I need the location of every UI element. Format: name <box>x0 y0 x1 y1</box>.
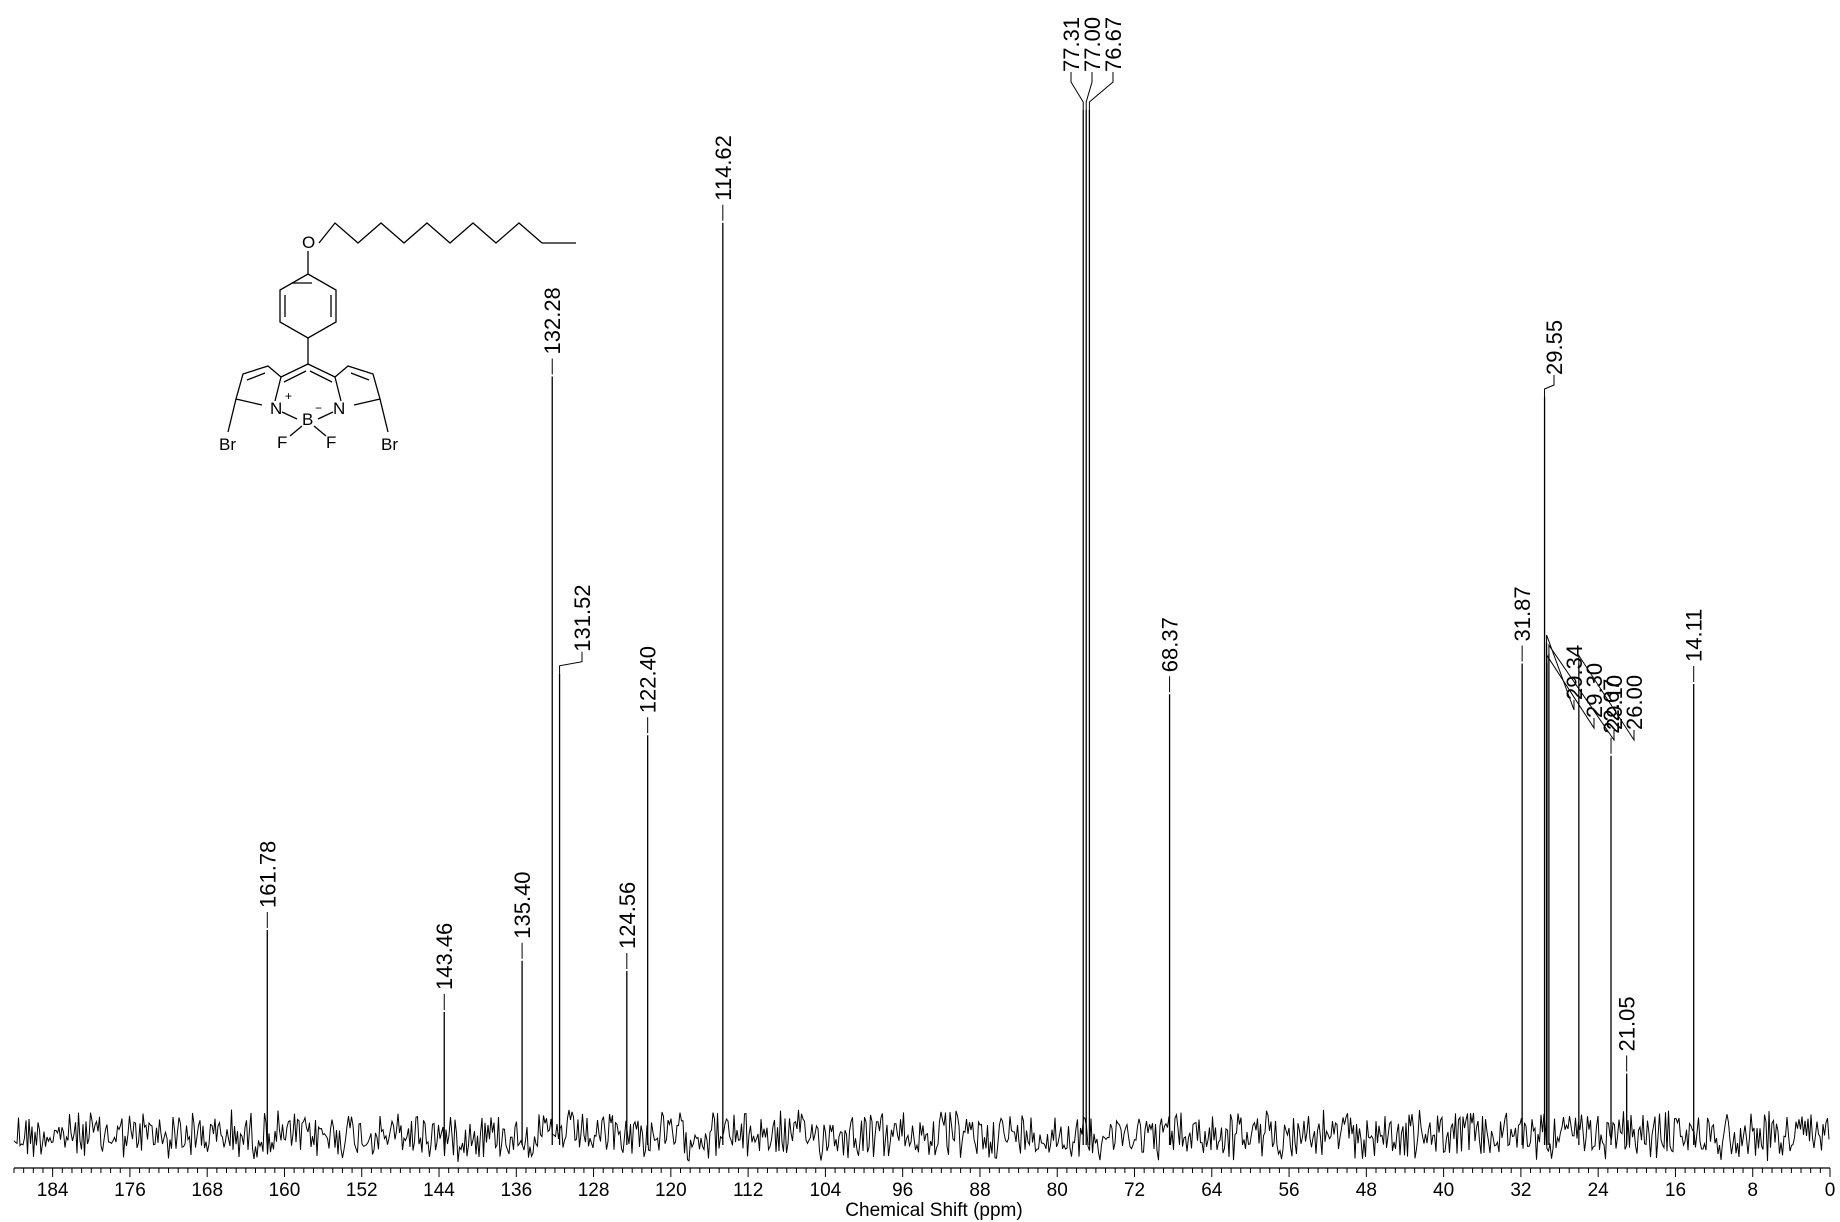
meso-right-bond <box>307 363 336 378</box>
x-axis-title: Chemical Shift (ppm) <box>845 1200 1022 1221</box>
x-tick-label: 184 <box>37 1180 69 1201</box>
x-tick-label: 88 <box>969 1180 990 1201</box>
peak-label: 29.34 <box>1562 645 1587 700</box>
baseline-noise <box>13 1109 1830 1162</box>
right-br-bond <box>379 398 389 433</box>
right-n-b-bond <box>317 411 334 420</box>
atom-fluorine-left: F <box>277 433 287 452</box>
right-pyrrole <box>334 365 381 406</box>
meso-left-bond <box>280 363 309 378</box>
atom-oxygen: O <box>302 233 315 252</box>
x-tick-label: 80 <box>1047 1180 1068 1201</box>
x-tick-label: 160 <box>269 1180 301 1201</box>
peak-label: 77.31 <box>1059 17 1084 72</box>
decyl-chain <box>318 222 576 244</box>
left-pyrrole <box>235 365 282 406</box>
b-f-left-bond <box>289 425 303 437</box>
x-tick-label: 168 <box>191 1180 223 1201</box>
x-tick-label: 16 <box>1665 1180 1686 1201</box>
peak-label: 14.11 <box>1682 609 1707 662</box>
x-tick-label: 48 <box>1356 1180 1377 1201</box>
left-pyrrole-bond <box>274 376 282 402</box>
chemical-structure: O N N B F F Br Br + − <box>219 222 576 454</box>
atom-fluorine-right: F <box>326 433 336 452</box>
peak-label: 135.40 <box>510 871 535 938</box>
peak-label: 131.52 <box>570 584 595 651</box>
atom-bromine-right: Br <box>381 435 398 454</box>
label-leader <box>1085 72 1093 110</box>
peak-label: 29.55 <box>1542 320 1567 375</box>
peak-labels: 161.78 143.46 135.40 132.28 131.52 124.56 122.… <box>255 17 1707 1072</box>
peak-label: 76.67 <box>1101 17 1126 72</box>
x-tick-label: 96 <box>892 1180 913 1201</box>
peak-label: 29.30 <box>1582 663 1607 718</box>
atom-nitrogen-right: N <box>333 399 345 418</box>
peak-label: 68.37 <box>1158 617 1183 672</box>
peak-label: 26.00 <box>1622 675 1647 730</box>
x-tick-label: 40 <box>1433 1180 1454 1201</box>
peak-label: 31.87 <box>1510 586 1535 641</box>
peak-label: 77.00 <box>1080 17 1105 72</box>
peak-label: 143.46 <box>432 923 457 990</box>
x-tick-label: 112 <box>733 1180 763 1201</box>
peak-label: 114.62 <box>711 135 736 201</box>
x-tick-label: 136 <box>500 1180 532 1201</box>
peak-label: 21.05 <box>1615 996 1640 1051</box>
atom-nitrogen-left: N <box>270 399 282 418</box>
atom-bromine-left: Br <box>219 435 236 454</box>
left-br-bond <box>227 398 237 433</box>
label-leader <box>1546 653 1595 730</box>
noise-trace <box>13 1109 1830 1162</box>
label-leader <box>1578 653 1635 742</box>
x-axis: 184 176 168 160 152 144 136 128 120 112 104 96 88 80 7… <box>13 1167 1836 1201</box>
peak-label: 124.56 <box>615 882 640 949</box>
x-tick-label: 104 <box>810 1180 842 1201</box>
x-tick-label: 72 <box>1124 1180 1145 1201</box>
peak-lines <box>266 110 1695 1145</box>
label-leader <box>559 651 583 674</box>
charge-positive: + <box>285 389 292 403</box>
x-tick-label: 176 <box>114 1180 146 1201</box>
peak-label: 122.40 <box>636 646 661 713</box>
x-tick-label: 144 <box>423 1180 455 1201</box>
peak-label: 22.67 <box>1599 679 1624 734</box>
left-n-b-bond <box>281 411 298 420</box>
peak-label: 132.28 <box>540 287 565 354</box>
label-leader <box>1070 72 1084 110</box>
right-pyrrole-inner <box>350 372 370 381</box>
x-tick-label: 8 <box>1747 1180 1758 1201</box>
peak-label: 161.78 <box>255 841 280 908</box>
label-leader <box>1548 643 1615 742</box>
label-leader <box>1088 72 1114 110</box>
meso-left-double <box>283 370 307 383</box>
x-tick-label: 0 <box>1825 1180 1836 1201</box>
x-tick-label: 64 <box>1201 1180 1223 1201</box>
b-f-right-bond <box>313 425 327 437</box>
x-tick-label: 152 <box>346 1180 378 1201</box>
left-pyrrole-inner <box>246 372 266 381</box>
x-tick-label: 32 <box>1510 1180 1531 1201</box>
x-tick-label: 120 <box>655 1180 687 1201</box>
peak-label: 29.10 <box>1602 675 1627 730</box>
x-tick-label: 56 <box>1278 1180 1299 1201</box>
meso-right-double <box>309 370 333 383</box>
x-tick-label: 128 <box>578 1180 610 1201</box>
label-leader <box>1546 634 1575 711</box>
x-tick-label: 24 <box>1588 1180 1610 1201</box>
charge-negative: − <box>315 401 322 415</box>
label-leader <box>1544 375 1555 397</box>
atom-boron: B <box>302 410 313 429</box>
right-pyrrole-bond <box>334 376 342 402</box>
